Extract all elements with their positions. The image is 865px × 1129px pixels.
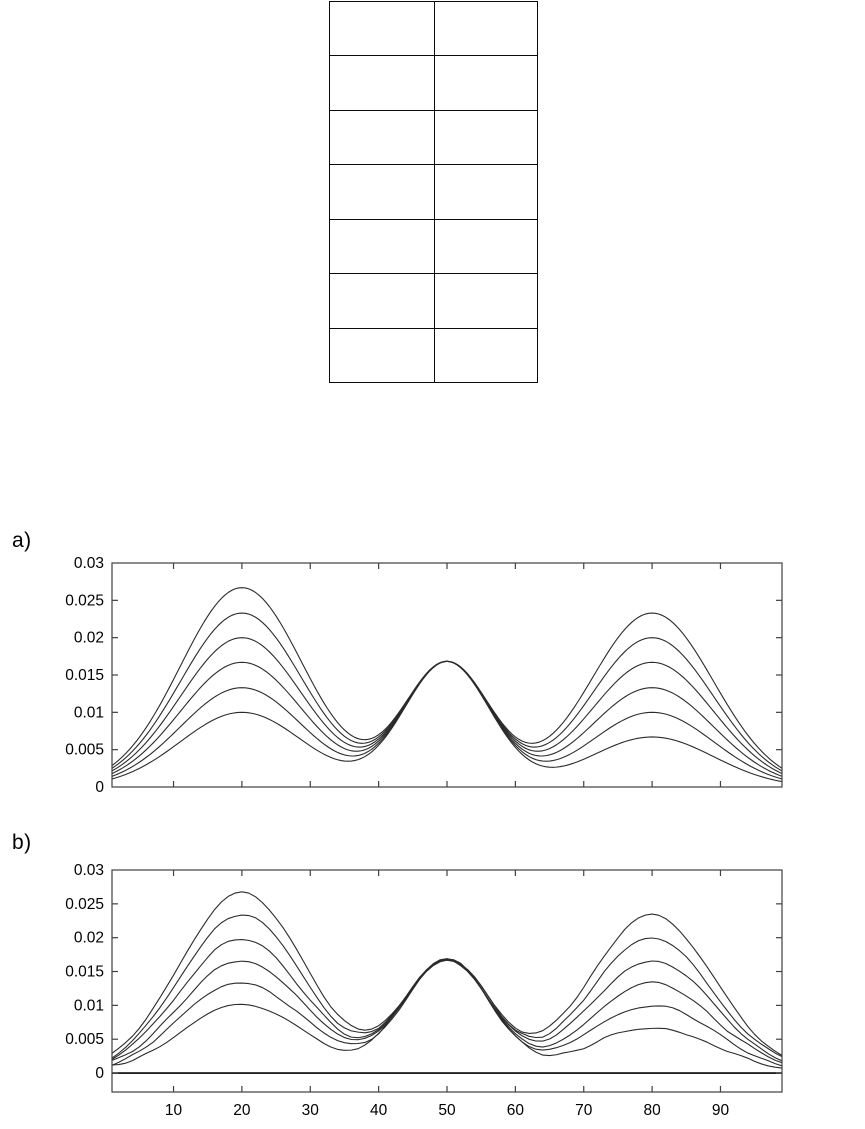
y-tick-label: 0.005	[65, 742, 104, 759]
x-tick-label: 20	[233, 1102, 251, 1119]
data-curve-curve-2	[112, 914, 782, 1067]
y-tick-label: 0.015	[65, 667, 104, 684]
data-curve-curve-3	[112, 938, 782, 1064]
table-cell	[329, 55, 435, 111]
y-tick-label: 0.025	[65, 896, 104, 913]
data-curve-curve-1	[112, 587, 782, 783]
table-row	[329, 273, 538, 329]
table-row	[329, 164, 538, 220]
axis-box	[111, 562, 783, 788]
data-curve-curve-4	[112, 660, 782, 775]
x-tick-label: 10	[165, 1102, 183, 1119]
table-row	[329, 109, 538, 166]
data-curve-curve-3	[112, 637, 782, 777]
table-cell	[434, 109, 538, 166]
x-tick-label: 90	[712, 1102, 730, 1119]
chart-a: 0 0.005 0.01 0.015 0.02 0.025 0.03	[65, 555, 783, 796]
figure-label-b: b)	[12, 831, 32, 854]
table-cell	[434, 327, 538, 384]
data-curve-curve-4	[112, 958, 782, 1062]
y-tick-label: 0.02	[74, 630, 104, 647]
data-curve-curve-6	[112, 612, 782, 780]
x-tick-label: 80	[643, 1102, 661, 1119]
data-curve-curve-2	[112, 612, 782, 780]
x-tick-label: 30	[302, 1102, 320, 1119]
table-cell	[434, 55, 538, 111]
y-tick-label: 0.025	[65, 592, 104, 609]
y-tick-label: 0	[95, 779, 104, 796]
table-cell	[329, 0, 435, 57]
table-cell	[329, 273, 435, 329]
chart-b: 10 20 30 40 50 60 70 80 90 0 0.005 0.01 0.015 0.02 0.0…	[65, 862, 783, 1119]
x-tick-label: 70	[575, 1102, 593, 1119]
y-tick-label: 0.02	[74, 930, 104, 947]
empty-table-body	[329, 0, 538, 384]
table-cell	[329, 327, 435, 384]
y-tick-label: 0.015	[65, 964, 104, 981]
table-cell	[329, 109, 435, 166]
data-curve-curve-6	[112, 913, 782, 1066]
y-tick-label: 0.03	[74, 555, 104, 572]
table-row	[329, 327, 538, 384]
x-tick-label: 40	[370, 1102, 388, 1119]
table-cell	[329, 218, 435, 275]
table-cell	[434, 0, 538, 57]
data-curve-curve-1	[112, 891, 782, 1069]
y-tick-label: 0	[95, 1065, 104, 1082]
data-curve-curve-5	[112, 937, 782, 1066]
table-cell	[329, 164, 435, 220]
table-row	[329, 218, 538, 275]
table-row	[329, 55, 538, 111]
y-tick-label: 0.03	[74, 862, 104, 879]
x-tick-label: 60	[507, 1102, 525, 1119]
x-tick-label: 50	[438, 1102, 456, 1119]
table-cell	[434, 164, 538, 220]
data-curve-curve-5	[112, 637, 782, 777]
table-cell	[434, 218, 538, 275]
table-cell	[434, 273, 538, 329]
empty-table	[329, 0, 538, 384]
table-row	[329, 0, 538, 57]
y-tick-label: 0.01	[74, 704, 104, 721]
y-tick-label: 0.01	[74, 997, 104, 1014]
figure-label-a: a)	[12, 529, 32, 552]
y-tick-label: 0.005	[65, 1031, 104, 1048]
axis-box	[111, 869, 783, 1093]
